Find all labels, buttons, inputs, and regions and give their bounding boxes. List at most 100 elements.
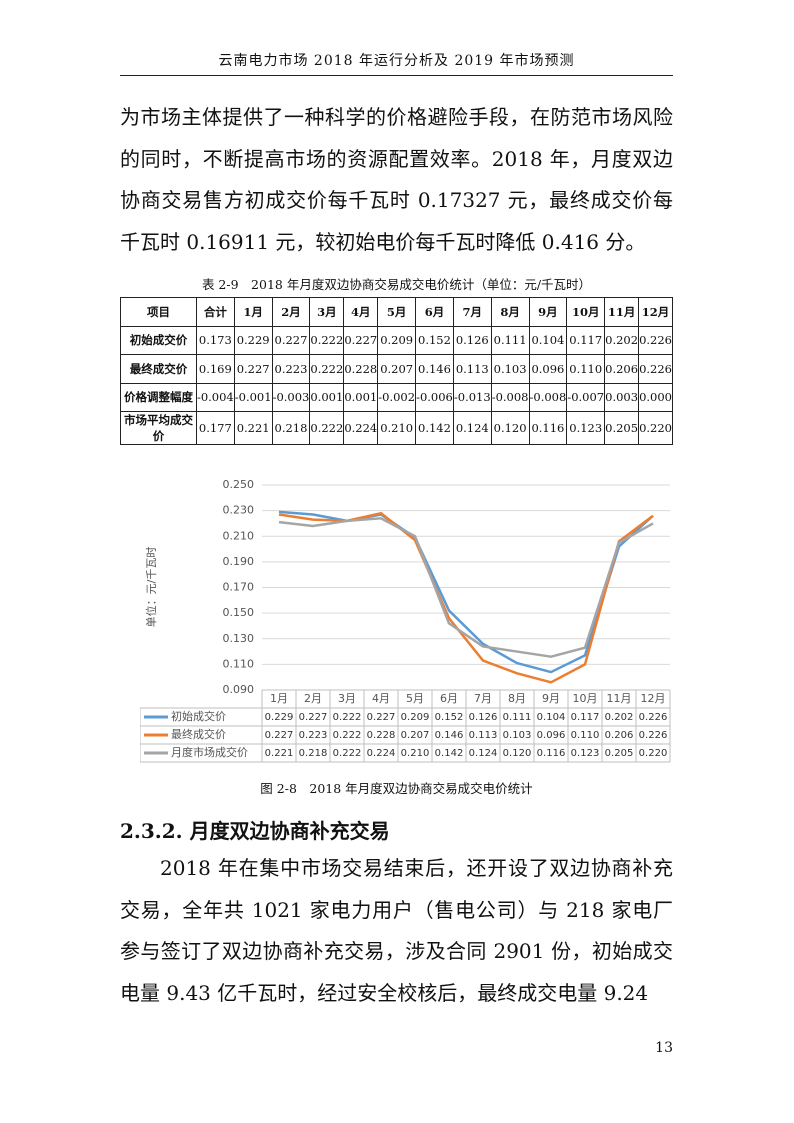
x-tick-label: 5月 — [406, 692, 424, 705]
table-cell: 最终成交价 — [120, 354, 197, 384]
table-cell: 0.207 — [377, 354, 417, 384]
table-value: 0.227 — [299, 712, 328, 723]
table-row: 市场平均成交价 0.177 0.221 0.218 0.222 0.224 0.210 0.1… — [120, 411, 673, 445]
table-cell: 0.221 — [233, 411, 273, 445]
table-value: 0.104 — [537, 712, 566, 723]
table-cell: 0.169 — [195, 354, 235, 384]
table-value: 0.110 — [571, 730, 600, 741]
table-cell: 0.124 — [452, 411, 492, 445]
table-cell: 初始成交价 — [120, 325, 197, 355]
y-tick-label: 0.110 — [223, 657, 255, 670]
table-caption: 表 2-9 2018 年月度双边协商交易成交电价统计（单位：元/千瓦时） — [201, 277, 592, 292]
table-cell: 0.120 — [490, 411, 530, 445]
table-value: 0.228 — [367, 730, 396, 741]
table-value: 0.220 — [639, 748, 668, 759]
table-value: 0.209 — [401, 712, 430, 723]
table-cell: 0.228 — [343, 354, 379, 384]
table-cell: 10月 — [566, 297, 606, 327]
y-tick-label: 0.090 — [223, 683, 255, 696]
table-value: 0.221 — [265, 748, 294, 759]
table-cell: 0.110 — [566, 354, 606, 384]
table-cell: 7月 — [452, 297, 492, 327]
table-cell: 3月 — [309, 297, 345, 327]
table-cell: 1月 — [233, 297, 273, 327]
table-cell: 0.220 — [638, 411, 673, 445]
table-cell: 0.173 — [195, 325, 235, 355]
x-tick-label: 9月 — [542, 692, 560, 705]
table-cell: 6月 — [415, 297, 454, 327]
table-cell: 0.142 — [415, 411, 454, 445]
table-cell: 0.205 — [604, 411, 640, 445]
table-cell: 0.229 — [233, 325, 273, 355]
table-value: 0.226 — [639, 730, 668, 741]
table-value: 0.113 — [469, 730, 498, 741]
table-cell: 0.123 — [566, 411, 606, 445]
table-cell: 0.209 — [377, 325, 417, 355]
section-heading: 2.3.2. 月度双边协商补充交易 — [120, 819, 390, 843]
table-value: 0.116 — [537, 748, 566, 759]
table-cell: 4月 — [343, 297, 379, 327]
paragraph: 为市场主体提供了一种科学的价格避险手段，在防范市场风险的同时，不断提高市场的资源… — [120, 105, 673, 254]
table-value: 0.123 — [571, 748, 600, 759]
table-cell: 0.003 — [604, 382, 640, 412]
table-value: 0.224 — [367, 748, 396, 759]
x-tick-label: 6月 — [440, 692, 458, 705]
table-value: 0.222 — [333, 730, 362, 741]
table-cell: 0.001 — [343, 382, 379, 412]
table-value: 0.218 — [299, 748, 328, 759]
x-tick-label: 12月 — [641, 692, 666, 705]
table-row: 初始成交价 0.173 0.229 0.227 0.222 0.227 0.209 0.152… — [120, 325, 673, 355]
table-cell: -0.002 — [377, 382, 417, 412]
table-cell: 0.113 — [452, 354, 492, 384]
table-cell: 0.117 — [566, 325, 606, 355]
table-cell: -0.008 — [528, 382, 568, 412]
table-cell: -0.003 — [271, 382, 311, 412]
table-value: 0.227 — [367, 712, 396, 723]
table-cell: 0.210 — [377, 411, 417, 445]
table-value: 0.152 — [435, 712, 464, 723]
x-tick-label: 11月 — [607, 692, 632, 705]
table-cell: 0.222 — [309, 411, 345, 445]
figure-caption: 图 2-8 2018 年月度双边协商交易成交电价统计 — [260, 781, 533, 796]
x-tick-label: 7月 — [474, 692, 492, 705]
table-cell: 0.103 — [490, 354, 530, 384]
table-cell: 合计 — [195, 297, 235, 327]
table-cell: 0.000 — [638, 382, 673, 412]
table-value: 0.103 — [503, 730, 532, 741]
table-cell: 0.218 — [271, 411, 311, 445]
table-cell: 5月 — [377, 297, 417, 327]
table-cell: -0.001 — [233, 382, 273, 412]
y-axis-label: 单位：元/千瓦时 — [144, 547, 158, 628]
table-cell: 0.202 — [604, 325, 640, 355]
y-tick-label: 0.170 — [223, 581, 255, 594]
table-cell: 0.227 — [233, 354, 273, 384]
line-chart: 单位：元/千瓦时 0.090 0.110 0.130 0.150 0.170 0.190 0.… — [140, 478, 671, 763]
table-cell: 0.146 — [415, 354, 454, 384]
table-value: 0.229 — [265, 712, 294, 723]
table-cell: -0.008 — [490, 382, 530, 412]
table-value: 0.120 — [503, 748, 532, 759]
table-value: 0.207 — [401, 730, 430, 741]
table-cell: 0.096 — [528, 354, 568, 384]
y-tick-label: 0.250 — [223, 478, 255, 491]
table-cell: 0.226 — [638, 354, 673, 384]
table-value: 0.205 — [605, 748, 634, 759]
table-value: 0.223 — [299, 730, 328, 741]
table-cell: -0.004 — [195, 382, 235, 412]
table-cell: 12月 — [638, 297, 673, 327]
table-cell: 0.104 — [528, 325, 568, 355]
table-value: 0.126 — [469, 712, 498, 723]
table-cell: 0.206 — [604, 354, 640, 384]
running-header: 云南电力市场 2018 年运行分析及 2019 年市场预测 — [218, 53, 575, 69]
x-tick-label: 4月 — [372, 692, 390, 705]
y-tick-label: 0.150 — [223, 606, 255, 619]
table-row: 项目 合计 1月 2月 3月 4月 5月 6月 7月 8月 9月 10月 11月 12月 — [120, 297, 673, 327]
table-value: 0.146 — [435, 730, 464, 741]
table-cell: 0.001 — [309, 382, 345, 412]
table-cell: 价格调整幅度 — [120, 382, 197, 412]
y-tick-label: 0.210 — [223, 529, 255, 542]
y-tick-label: 0.190 — [223, 555, 255, 568]
table-value: 0.210 — [401, 748, 430, 759]
table-value: 0.117 — [571, 712, 600, 723]
